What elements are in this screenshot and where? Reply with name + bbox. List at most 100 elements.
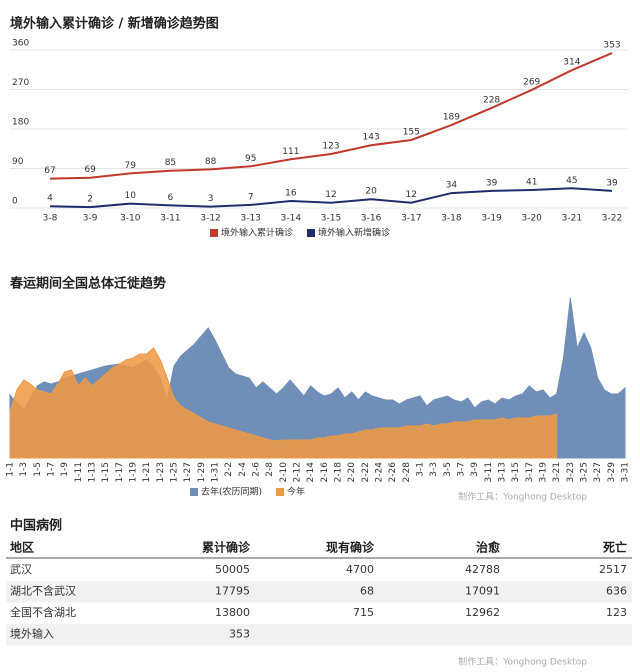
y-tick-label: 360 xyxy=(12,39,29,49)
x-tick-label: 3-16 xyxy=(361,214,382,224)
x-tick-label: 2-22 xyxy=(361,462,371,482)
data-label: 228 xyxy=(483,95,500,105)
data-label: 7 xyxy=(248,192,254,202)
data-label: 88 xyxy=(205,157,217,167)
x-tick-label: 3-18 xyxy=(441,214,462,224)
x-tick-label: 3-3 xyxy=(429,462,439,477)
x-tick-label: 1-9 xyxy=(60,462,70,477)
x-tick-label: 2-16 xyxy=(320,462,330,483)
area xyxy=(9,347,558,459)
y-tick-label: 180 xyxy=(12,118,29,128)
x-tick-label: 3-19 xyxy=(539,462,549,483)
x-tick-label: 3-13 xyxy=(498,462,508,482)
x-tick-label: 1-21 xyxy=(142,462,152,482)
chart-title: 境外输入累计确诊 / 新增确诊趋势图 xyxy=(10,16,219,32)
legend-swatch xyxy=(307,229,316,237)
y-tick-label: 90 xyxy=(12,157,24,167)
table-cell: 636 xyxy=(606,585,627,598)
data-label: 314 xyxy=(563,58,580,68)
data-label: 39 xyxy=(606,178,618,188)
legend-label: 今年 xyxy=(287,486,305,498)
x-tick-label: 3-8 xyxy=(43,214,58,224)
footnote: 制作工具：Yonghong Desktop xyxy=(458,656,587,668)
row-stripe xyxy=(6,624,632,646)
data-label: 3 xyxy=(208,194,214,204)
table-header: 累计确诊 xyxy=(202,540,251,555)
data-label: 12 xyxy=(406,190,417,200)
x-tick-label: 3-21 xyxy=(562,214,582,224)
x-tick-label: 3-13 xyxy=(240,214,260,224)
x-tick-label: 3-22 xyxy=(602,214,622,224)
y-tick-label: 270 xyxy=(12,78,29,88)
x-tick-label: 3-20 xyxy=(521,214,542,224)
x-tick-label: 1-11 xyxy=(74,462,84,482)
table-header: 死亡 xyxy=(603,540,627,555)
x-tick-label: 2-6 xyxy=(252,462,262,477)
data-label: 123 xyxy=(322,142,339,152)
data-label: 6 xyxy=(168,193,174,203)
legend-label: 境外输入新增确诊 xyxy=(318,227,390,239)
x-tick-label: 2-26 xyxy=(388,462,398,483)
table-cell: 42788 xyxy=(465,563,500,576)
x-tick-label: 2-12 xyxy=(293,462,303,482)
x-tick-label: 1-7 xyxy=(47,462,57,477)
data-label: 45 xyxy=(566,176,577,186)
table-cell: 17795 xyxy=(215,585,250,598)
x-tick-label: 3-15 xyxy=(321,214,341,224)
table-cell: 4700 xyxy=(346,563,374,576)
table-cell: 湖北不含武汉 xyxy=(10,584,76,598)
x-tick-label: 2-2 xyxy=(224,462,234,477)
x-tick-label: 3-9 xyxy=(470,462,480,477)
table-cell: 12962 xyxy=(465,606,500,619)
data-label: 67 xyxy=(44,166,55,176)
x-tick-label: 3-31 xyxy=(621,462,631,482)
x-tick-label: 1-1 xyxy=(6,462,16,477)
data-label: 4 xyxy=(47,194,53,204)
x-tick-label: 3-19 xyxy=(481,214,502,224)
x-tick-label: 2-10 xyxy=(279,462,289,483)
table-title: 中国病例 xyxy=(10,518,62,534)
table-cell: 武汉 xyxy=(10,563,32,576)
legend-swatch xyxy=(190,488,198,496)
table-header: 地区 xyxy=(10,540,34,555)
x-tick-label: 2-14 xyxy=(306,462,316,483)
legend-swatch xyxy=(210,229,218,237)
legend-label: 境外输入累计确诊 xyxy=(221,227,293,239)
x-tick-label: 2-4 xyxy=(238,462,248,477)
x-tick-label: 1-15 xyxy=(101,462,111,482)
x-tick-label: 2-8 xyxy=(265,462,275,477)
data-label: 155 xyxy=(403,127,420,137)
x-tick-label: 1-13 xyxy=(88,462,98,482)
x-tick-label: 3-21 xyxy=(552,462,562,482)
x-tick-label: 3-29 xyxy=(607,462,617,483)
data-label: 269 xyxy=(523,77,540,87)
x-tick-label: 1-31 xyxy=(211,462,221,482)
x-tick-label: 3-17 xyxy=(401,214,421,224)
table-cell: 715 xyxy=(353,606,374,619)
table-cell: 13800 xyxy=(215,606,250,619)
y-tick-label: 0 xyxy=(12,197,18,207)
data-label: 85 xyxy=(165,158,176,168)
x-tick-label: 1-27 xyxy=(183,462,193,482)
x-tick-label: 3-15 xyxy=(511,462,521,482)
data-label: 10 xyxy=(125,191,137,201)
data-label: 189 xyxy=(443,113,460,123)
data-label: 79 xyxy=(125,161,137,171)
table-cell: 17091 xyxy=(465,585,500,598)
chart-title: 春运期间全国总体迁徙趋势 xyxy=(9,276,166,292)
x-tick-label: 3-27 xyxy=(593,462,603,482)
x-tick-label: 3-17 xyxy=(525,462,535,482)
table-cell: 2517 xyxy=(599,563,627,576)
data-label: 111 xyxy=(282,147,299,157)
x-tick-label: 3-25 xyxy=(580,462,590,482)
x-tick-label: 3-10 xyxy=(120,214,141,224)
data-label: 12 xyxy=(325,190,336,200)
line xyxy=(49,187,613,209)
data-label: 143 xyxy=(363,133,380,143)
line xyxy=(49,52,613,180)
x-tick-label: 3-9 xyxy=(83,214,98,224)
data-label: 2 xyxy=(87,195,93,205)
data-label: 95 xyxy=(245,154,256,164)
x-tick-label: 1-17 xyxy=(115,462,125,482)
